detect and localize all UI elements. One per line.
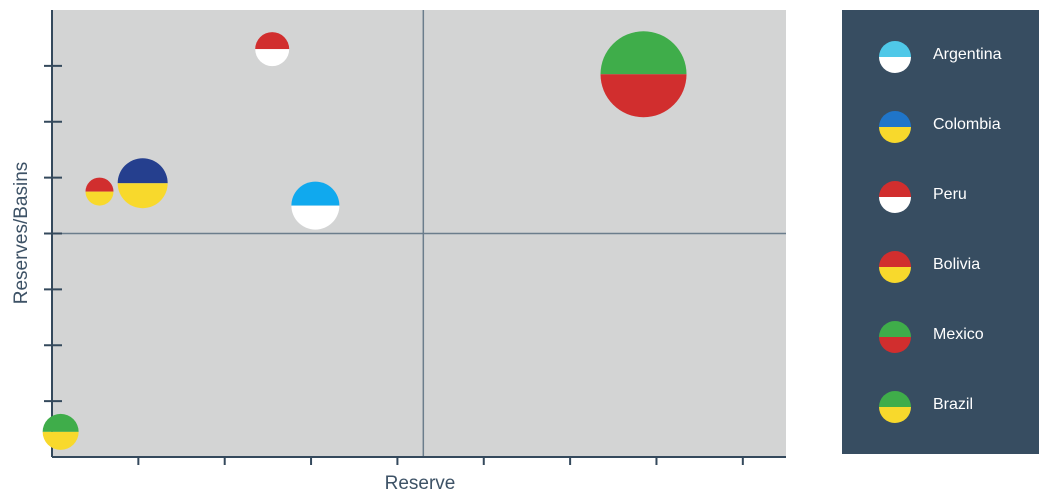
chart-plot [42, 10, 786, 465]
legend-label: Brazil [933, 396, 974, 413]
legend-marker-bolivia [879, 251, 911, 283]
bubble-colombia [117, 158, 168, 209]
bubble-argentina [291, 181, 340, 230]
legend-marker-peru [879, 181, 911, 213]
legend-panel: Argentina Colombia Peru Bolivia Mexico Brazil [842, 10, 1039, 454]
bubble-bolivia [85, 177, 114, 206]
bubble-brazil [42, 413, 79, 450]
legend-marker-brazil [879, 391, 911, 423]
legend-item-brazil: Brazil [842, 387, 1039, 427]
legend-label: Colombia [933, 116, 1001, 133]
y-axis-title: Reserves/Basins [11, 161, 32, 305]
legend-label: Argentina [933, 46, 1002, 63]
legend-item-argentina: Argentina [842, 37, 1039, 77]
legend-marker-colombia [879, 111, 911, 143]
legend-label: Mexico [933, 326, 984, 343]
axes [44, 10, 786, 465]
legend-label: Peru [933, 186, 967, 203]
bubble-peru [255, 32, 290, 67]
bubble-mexico [600, 31, 687, 118]
legend-item-peru: Peru [842, 177, 1039, 217]
legend-label: Bolivia [933, 256, 981, 273]
x-axis-title: Reserve [384, 473, 456, 494]
legend-marker-mexico [879, 321, 911, 353]
legend-item-colombia: Colombia [842, 107, 1039, 147]
legend-item-mexico: Mexico [842, 317, 1039, 357]
bubbles [42, 31, 687, 450]
legend-marker-argentina [879, 41, 911, 73]
legend-item-bolivia: Bolivia [842, 247, 1039, 287]
quadrant-dividers [52, 10, 786, 457]
